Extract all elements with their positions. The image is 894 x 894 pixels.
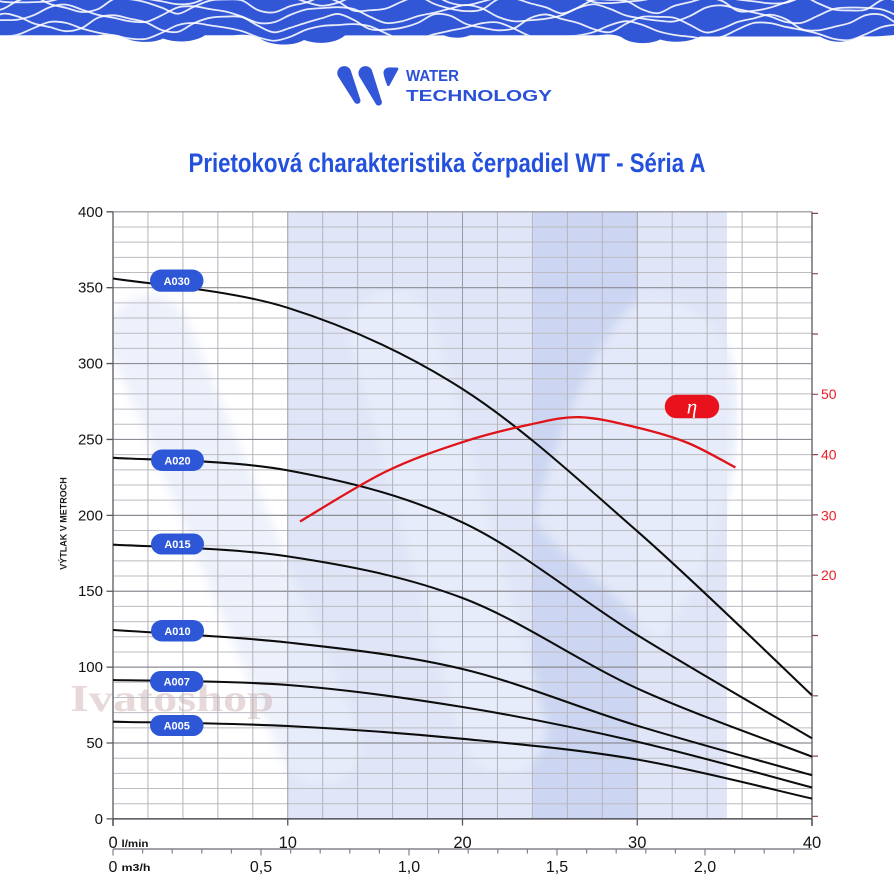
svg-text:Prietoková charakteristika čer: Prietoková charakteristika čerpadiel WT … <box>189 148 706 178</box>
svg-text:350: 350 <box>78 280 103 297</box>
svg-text:1,0: 1,0 <box>398 859 420 876</box>
svg-text:200: 200 <box>78 507 103 524</box>
svg-text:A007: A007 <box>164 677 190 689</box>
svg-text:30: 30 <box>628 834 646 852</box>
svg-text:m3/h: m3/h <box>122 863 151 874</box>
svg-text:l/min: l/min <box>122 839 149 850</box>
svg-text:0: 0 <box>109 834 118 852</box>
svg-text:A015: A015 <box>164 539 190 551</box>
svg-text:400: 400 <box>78 204 103 221</box>
svg-text:40: 40 <box>803 834 821 852</box>
svg-text:50: 50 <box>86 735 103 752</box>
svg-text:40: 40 <box>821 446 837 462</box>
svg-text:0: 0 <box>109 859 118 876</box>
svg-text:2,0: 2,0 <box>694 859 716 876</box>
svg-text:0,5: 0,5 <box>250 859 272 876</box>
svg-text:A005: A005 <box>164 721 190 733</box>
svg-text:50: 50 <box>821 386 837 402</box>
svg-text:20: 20 <box>821 567 837 583</box>
svg-text:300: 300 <box>78 356 103 373</box>
svg-text:η: η <box>687 395 697 419</box>
svg-text:A010: A010 <box>164 626 190 638</box>
svg-text:30: 30 <box>821 508 837 524</box>
svg-text:TECHNOLOGY: TECHNOLOGY <box>406 88 553 105</box>
svg-text:20: 20 <box>453 834 471 852</box>
svg-text:100: 100 <box>78 659 103 676</box>
svg-text:250: 250 <box>78 432 103 449</box>
svg-text:A030: A030 <box>164 276 190 288</box>
svg-text:A020: A020 <box>164 455 190 467</box>
svg-text:0: 0 <box>95 811 103 828</box>
svg-text:150: 150 <box>78 583 103 600</box>
svg-text:VÝTLAK V METROCH: VÝTLAK V METROCH <box>58 477 69 570</box>
svg-text:WATER: WATER <box>406 68 459 85</box>
svg-text:10: 10 <box>279 834 297 852</box>
svg-text:1,5: 1,5 <box>546 859 568 876</box>
